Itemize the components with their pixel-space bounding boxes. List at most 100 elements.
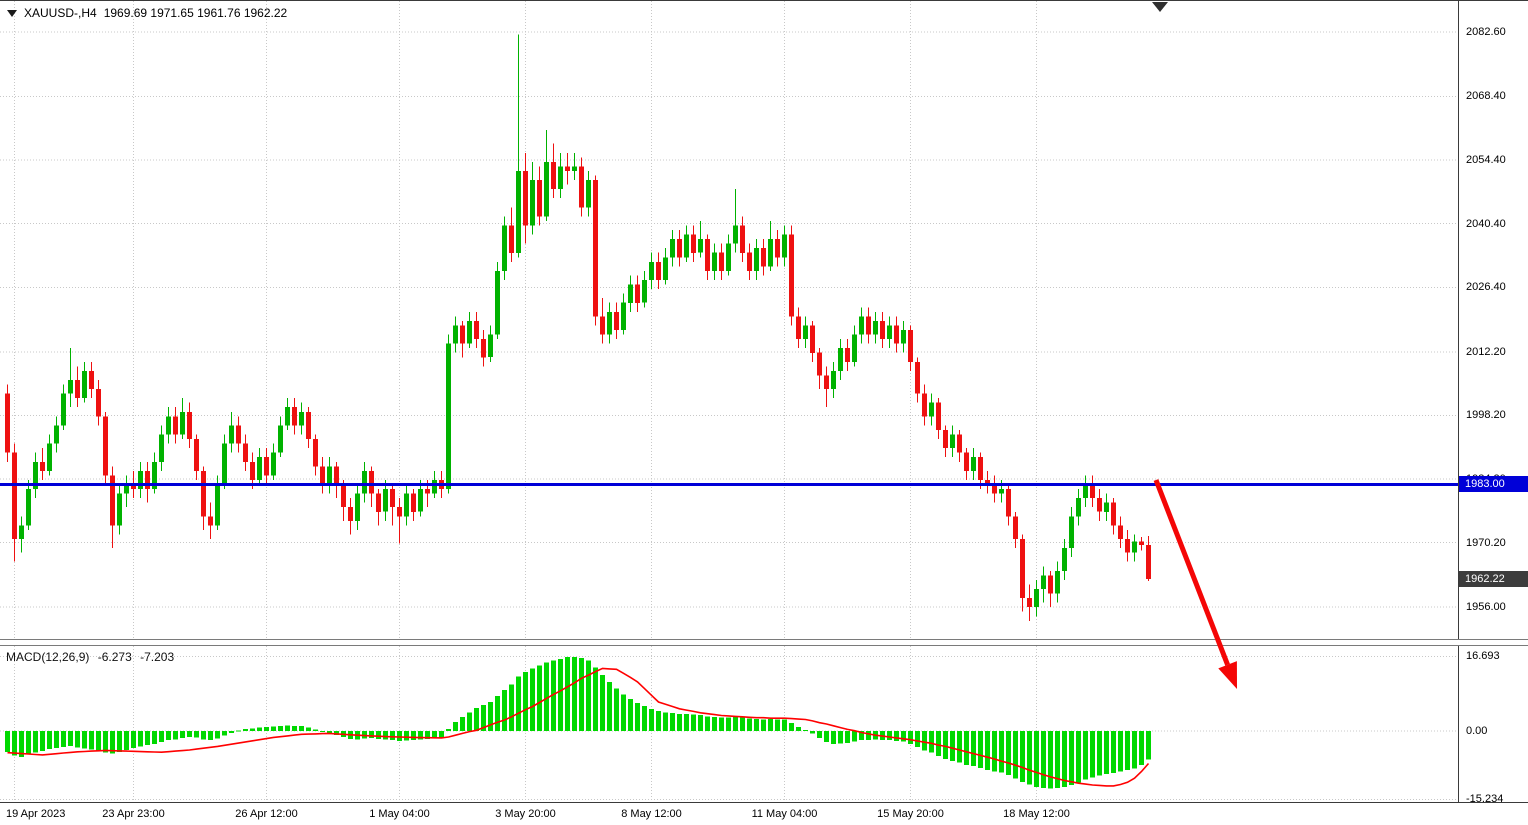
macd-indicator-label: MACD(12,26,9) -6.273 -7.203: [6, 650, 179, 664]
candle-body: [1006, 489, 1011, 517]
macd-histogram-bar: [1034, 731, 1039, 787]
time-tick-label: 11 May 04:00: [751, 808, 818, 820]
candle-body: [299, 411, 304, 426]
candle-body: [600, 316, 605, 335]
macd-tick-label: 16.693: [1466, 650, 1500, 663]
candle-body: [61, 393, 66, 426]
macd-chart-canvas[interactable]: [0, 646, 1458, 802]
macd-histogram-bar: [558, 659, 563, 732]
candle-body: [369, 470, 374, 494]
candle-body: [1013, 516, 1018, 539]
macd-histogram-bar: [845, 731, 850, 743]
time-tick-label: 26 Apr 12:00: [235, 808, 298, 820]
macd-histogram-bar: [803, 729, 808, 732]
candle-body: [558, 166, 563, 190]
macd-tick-label: -15.234: [1466, 793, 1504, 806]
macd-histogram-bar: [495, 696, 500, 732]
candle-body: [663, 257, 668, 280]
macd-histogram-bar: [278, 725, 283, 732]
macd-histogram-bar: [61, 731, 66, 747]
macd-histogram-bar: [656, 711, 661, 732]
candle-body: [1048, 575, 1053, 594]
macd-histogram-bar: [159, 731, 164, 742]
macd-value-main: -6.273: [97, 650, 132, 664]
candle-body: [656, 261, 661, 280]
quick-trade-toggle-icon[interactable]: [7, 9, 17, 17]
macd-histogram-bar: [922, 731, 927, 751]
macd-histogram-bar: [551, 660, 556, 732]
candle-body: [54, 425, 59, 444]
macd-signal-line: [7, 667, 1150, 787]
candle-body: [516, 171, 521, 253]
price-axis[interactable]: 1983.00 1962.22 2082.60 2068.40 2054.40 204…: [1458, 1, 1528, 806]
macd-histogram-bar: [971, 731, 976, 767]
macd-histogram-bar: [1083, 731, 1088, 780]
macd-histogram-bar: [775, 719, 780, 732]
macd-histogram-bar: [5, 731, 10, 752]
time-tick-label: 8 May 12:00: [621, 808, 682, 820]
candle-body: [229, 425, 234, 444]
candle-body: [901, 330, 906, 344]
macd-histogram-bar: [649, 708, 654, 732]
macd-histogram-bar: [964, 731, 969, 765]
price-panel[interactable]: XAUUSD-,H4 1969.69 1971.65 1961.76 1962.…: [0, 1, 1458, 639]
candle-body: [215, 484, 220, 526]
macd-histogram-bar: [1069, 731, 1074, 785]
macd-histogram-bar: [789, 723, 794, 732]
time-axis[interactable]: 19 Apr 2023 23 Apr 23:00 26 Apr 12:00 1 May…: [0, 803, 1528, 825]
candle-body: [1090, 484, 1095, 499]
candle-body: [642, 280, 647, 303]
candle-body: [621, 302, 626, 330]
panel-splitter[interactable]: [0, 639, 1528, 646]
macd-histogram-bar: [691, 714, 696, 732]
macd-histogram-bar: [684, 714, 689, 732]
macd-histogram-bar: [824, 731, 829, 742]
candle-body: [257, 457, 262, 480]
macd-histogram-bar: [901, 731, 906, 742]
macd-name: MACD(12,26,9): [6, 650, 90, 664]
candle-body: [278, 425, 283, 453]
macd-histogram-bar: [250, 728, 255, 732]
candle-body: [985, 480, 990, 485]
candle-body: [649, 261, 654, 280]
macd-panel[interactable]: MACD(12,26,9) -6.273 -7.203: [0, 646, 1458, 802]
price-chart-canvas[interactable]: [0, 1, 1458, 639]
macd-histogram-bar: [817, 731, 822, 738]
hline-price-badge: 1983.00: [1459, 476, 1528, 493]
chart-shift-marker-icon[interactable]: [1152, 2, 1168, 12]
candle-body: [488, 334, 493, 358]
macd-histogram-bar: [390, 731, 395, 741]
candle-body: [481, 339, 486, 358]
candle-body: [530, 180, 535, 226]
price-tick-label: 1998.20: [1466, 409, 1506, 422]
macd-histogram-bar: [439, 731, 444, 738]
candle-body: [852, 334, 857, 362]
candle-body: [138, 470, 143, 490]
candle-body: [726, 243, 731, 271]
candle-body: [12, 452, 17, 539]
macd-histogram-bar: [642, 706, 647, 732]
candle-body: [341, 484, 346, 508]
macd-histogram-bar: [1132, 731, 1137, 769]
macd-histogram-bar: [1027, 731, 1032, 785]
candle-body: [684, 234, 689, 258]
candle-body: [1041, 575, 1046, 589]
macd-histogram-bar: [516, 676, 521, 732]
macd-histogram-bar: [509, 684, 514, 732]
candle-body: [1062, 548, 1067, 571]
candle-body: [747, 252, 752, 271]
candle-body: [810, 325, 815, 353]
macd-histogram-bar: [369, 731, 374, 738]
candle-body: [327, 466, 332, 485]
candle-body: [887, 325, 892, 340]
macd-histogram-bar: [1048, 731, 1053, 789]
time-tick-label: 23 Apr 23:00: [102, 808, 165, 820]
macd-histogram-bar: [236, 730, 241, 732]
macd-histogram-bar: [747, 718, 752, 732]
macd-histogram-bar: [936, 731, 941, 756]
candle-body: [1146, 545, 1151, 579]
candle-body: [26, 489, 31, 526]
candle-body: [859, 316, 864, 335]
candle-body: [943, 430, 948, 449]
